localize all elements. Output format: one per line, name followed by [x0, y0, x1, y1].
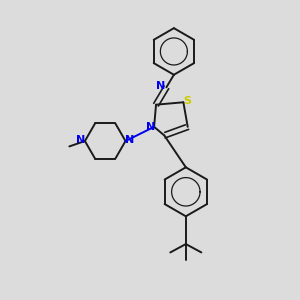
Text: N: N — [76, 135, 85, 146]
Text: N: N — [125, 135, 134, 146]
Text: N: N — [156, 81, 166, 91]
Text: S: S — [183, 96, 191, 106]
Text: N: N — [146, 122, 155, 132]
